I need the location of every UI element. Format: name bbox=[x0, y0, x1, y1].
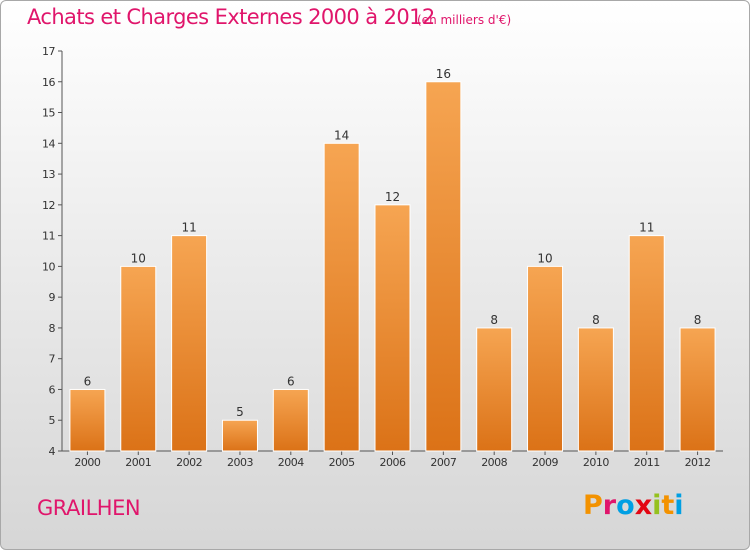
bar-2010 bbox=[577, 327, 614, 452]
data-label-2002: 11 bbox=[181, 221, 196, 235]
y-tick-label: 6 bbox=[49, 383, 56, 396]
y-tick-label: 10 bbox=[42, 260, 55, 273]
data-label-2007: 16 bbox=[436, 67, 451, 81]
proxiti-logo[interactable]: Proxiti bbox=[583, 490, 684, 521]
logo-letter: P bbox=[583, 490, 603, 521]
data-label-2011: 11 bbox=[639, 221, 654, 235]
logo-letter: o bbox=[616, 490, 635, 521]
x-tick-label-2009: 2009 bbox=[532, 456, 558, 469]
y-tick-label: 12 bbox=[42, 199, 55, 212]
logo-letter: t bbox=[661, 490, 675, 521]
data-label-2006: 12 bbox=[385, 190, 400, 204]
x-tick-label-2002: 2002 bbox=[176, 456, 202, 469]
bar-2003 bbox=[221, 419, 258, 452]
data-label-2010: 8 bbox=[592, 313, 600, 327]
x-tick-label-2003: 2003 bbox=[227, 456, 253, 469]
x-tick-label-2000: 2000 bbox=[74, 456, 100, 469]
bar-2000 bbox=[69, 388, 106, 452]
y-tick-label: 17 bbox=[42, 45, 55, 58]
bar-2005 bbox=[323, 142, 360, 452]
x-tick-label-2006: 2006 bbox=[380, 456, 406, 469]
logo-letter: x bbox=[634, 490, 653, 521]
data-label-2003: 5 bbox=[236, 405, 244, 419]
x-tick-label-2007: 2007 bbox=[430, 456, 456, 469]
bar-2008 bbox=[476, 327, 513, 452]
x-tick-label-2004: 2004 bbox=[278, 456, 304, 469]
x-tick-label-2005: 2005 bbox=[329, 456, 355, 469]
y-tick-label: 16 bbox=[42, 76, 55, 89]
y-tick-label: 9 bbox=[49, 291, 56, 304]
y-tick-label: 4 bbox=[49, 445, 56, 458]
x-tick-label-2010: 2010 bbox=[583, 456, 609, 469]
y-tick-label: 7 bbox=[49, 353, 56, 366]
data-label-2000: 6 bbox=[84, 374, 92, 388]
x-tick-label-2001: 2001 bbox=[125, 456, 151, 469]
y-tick-label: 5 bbox=[49, 414, 56, 427]
bar-2001 bbox=[120, 265, 157, 452]
x-tick-label-2011: 2011 bbox=[634, 456, 660, 469]
bar-2006 bbox=[374, 204, 411, 452]
bar-2012 bbox=[679, 327, 716, 452]
commune-name: GRAILHEN bbox=[37, 496, 141, 520]
chart-unit: (en milliers d'€) bbox=[417, 13, 512, 27]
chart-title: Achats et Charges Externes 2000 à 2012 bbox=[27, 5, 435, 29]
data-label-2012: 8 bbox=[694, 313, 702, 327]
logo-letter: i bbox=[652, 490, 662, 521]
y-tick-label: 14 bbox=[42, 137, 55, 150]
logo-letter: r bbox=[602, 490, 617, 521]
logo-letter: i bbox=[674, 490, 684, 521]
y-tick-label: 8 bbox=[49, 322, 56, 335]
x-tick-label-2008: 2008 bbox=[481, 456, 507, 469]
y-tick-label: 11 bbox=[42, 230, 55, 243]
bars: 6 10 11 5 6 14 12 16 8 10 8 11 8 bbox=[69, 67, 716, 452]
bar-2002 bbox=[171, 235, 208, 452]
bar-2004 bbox=[272, 388, 309, 452]
data-label-2004: 6 bbox=[287, 374, 295, 388]
axes: 4 5 6 7 8 9 10 11 12 13 14 15 16 17 2000 2001 2002 2003 20… bbox=[42, 45, 723, 469]
y-tick-label: 13 bbox=[42, 168, 55, 181]
data-label-2009: 10 bbox=[537, 251, 552, 265]
y-tick-label: 15 bbox=[42, 107, 55, 120]
bar-2011 bbox=[628, 235, 665, 452]
data-label-2008: 8 bbox=[490, 313, 498, 327]
bar-2007 bbox=[425, 81, 462, 452]
data-label-2005: 14 bbox=[334, 128, 349, 142]
bar-2009 bbox=[527, 265, 564, 452]
x-tick-label-2012: 2012 bbox=[685, 456, 711, 469]
data-label-2001: 10 bbox=[131, 251, 146, 265]
